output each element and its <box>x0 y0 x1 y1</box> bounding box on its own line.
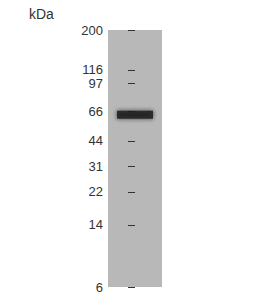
svg-text:6: 6 <box>96 280 103 295</box>
svg-text:22: 22 <box>89 184 103 199</box>
svg-text:44: 44 <box>89 133 103 148</box>
svg-text:116: 116 <box>82 62 103 77</box>
svg-text:kDa: kDa <box>29 6 54 22</box>
svg-text:66: 66 <box>89 104 103 119</box>
svg-text:97: 97 <box>89 76 103 91</box>
svg-text:200: 200 <box>81 23 103 38</box>
svg-text:31: 31 <box>89 159 103 174</box>
svg-text:14: 14 <box>89 217 103 232</box>
